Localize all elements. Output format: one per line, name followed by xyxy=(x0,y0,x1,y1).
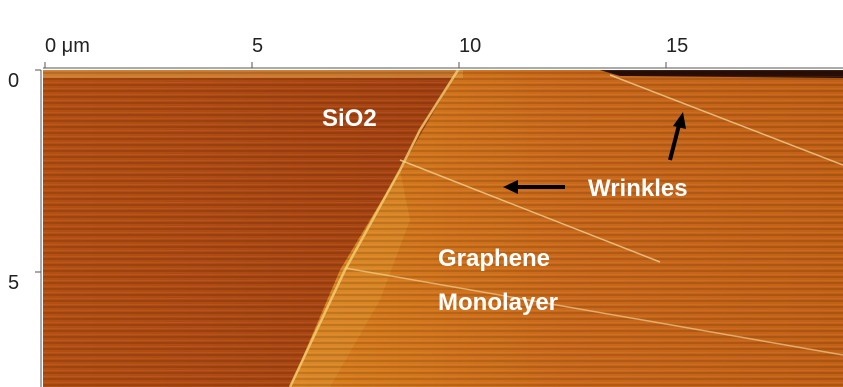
x-tick-label: 10 xyxy=(459,35,481,57)
x-tick-label: 0 μm xyxy=(45,35,90,57)
x-tick-label: 5 xyxy=(252,35,263,57)
y-tick-label: 5 xyxy=(8,272,19,294)
afm-image xyxy=(43,70,843,387)
graphene-label: Monolayer xyxy=(438,289,558,316)
sio2-label: SiO2 xyxy=(322,105,377,132)
wrinkles-label: Wrinkles xyxy=(588,175,688,202)
x-tick-label: 15 xyxy=(666,35,688,57)
afm-figure: 0 μm 5 10 15 0 5 SiO2 Wrinkles Graphene Monol… xyxy=(0,0,843,387)
y-tick-label: 0 xyxy=(8,70,19,92)
graphene-label: Graphene xyxy=(438,245,550,272)
